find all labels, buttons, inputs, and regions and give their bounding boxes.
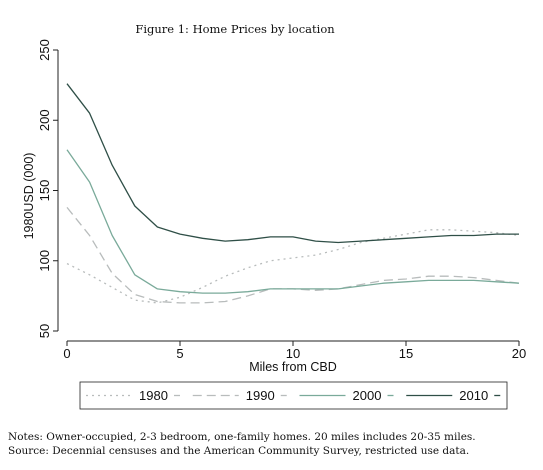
legend-label-1980: 1980 bbox=[139, 388, 168, 403]
x-tick-label: 20 bbox=[512, 346, 526, 361]
series-line-2000 bbox=[66, 149, 520, 294]
legend-label-1990: 1990 bbox=[246, 388, 275, 403]
y-axis-title: 1980USD (000) bbox=[22, 153, 36, 240]
y-tick-label: 100 bbox=[37, 250, 52, 272]
plot-area bbox=[66, 83, 520, 304]
y-axis: 50 100 150 200 250 bbox=[37, 39, 59, 338]
series-line-2010 bbox=[66, 83, 519, 244]
y-tick-label: 200 bbox=[37, 109, 52, 131]
series-line-1980 bbox=[66, 229, 520, 304]
x-axis: 0 5 10 15 20 bbox=[63, 340, 526, 361]
source-text: Source: Decennial censuses and the Ameri… bbox=[8, 445, 470, 457]
x-axis-title: Miles from CBD bbox=[249, 360, 337, 374]
legend: 1980 1990 2000 2010 bbox=[79, 381, 508, 410]
legend-label-2000: 2000 bbox=[353, 388, 382, 403]
figure-title: Figure 1: Home Prices by location bbox=[135, 22, 335, 36]
line-chart: 50 100 150 200 250 0 5 10 15 20 1980USD (000) Mi… bbox=[22, 39, 526, 410]
x-tick-label: 10 bbox=[286, 346, 300, 361]
x-tick-label: 15 bbox=[399, 346, 413, 361]
notes-block: Notes: Owner-occupied, 2-3 bedroom, one-… bbox=[8, 430, 538, 458]
x-tick-label: 5 bbox=[176, 346, 183, 361]
x-tick-label: 0 bbox=[63, 346, 70, 361]
y-tick-label: 50 bbox=[37, 324, 52, 338]
notes-text: Notes: Owner-occupied, 2-3 bedroom, one-… bbox=[8, 431, 476, 443]
legend-label-2010: 2010 bbox=[459, 388, 488, 403]
y-tick-label: 250 bbox=[37, 39, 52, 61]
legend-box bbox=[79, 381, 508, 410]
y-tick-label: 150 bbox=[37, 180, 52, 202]
